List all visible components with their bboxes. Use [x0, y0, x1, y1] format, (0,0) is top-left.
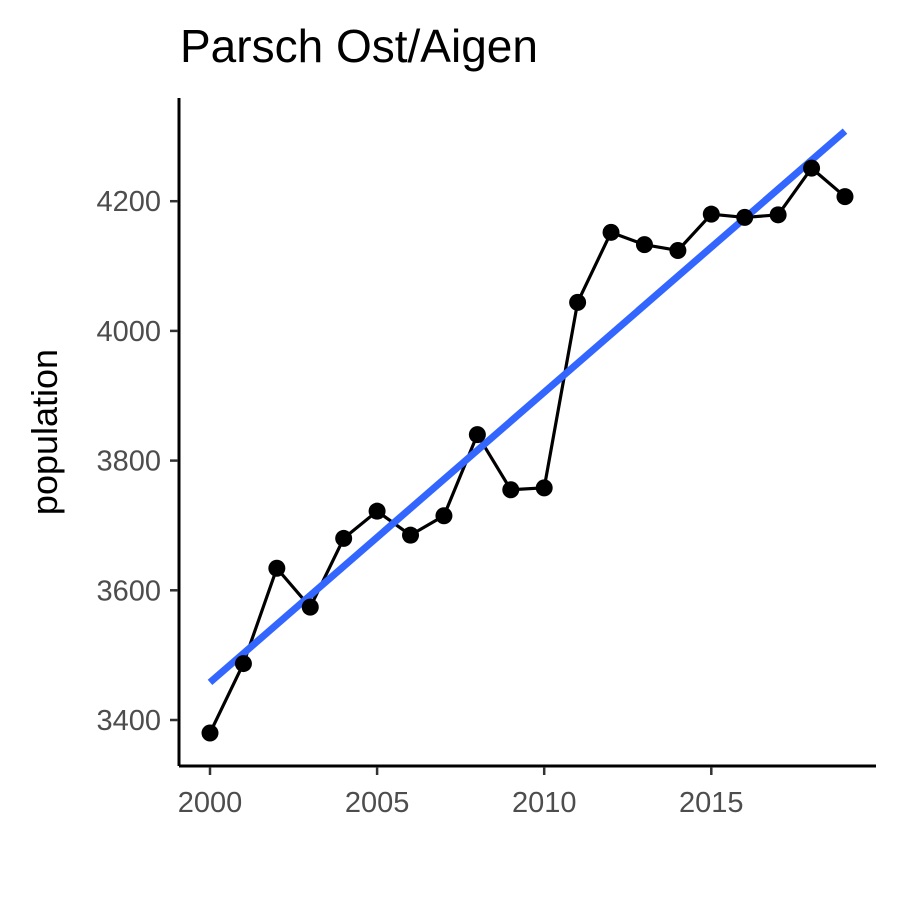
data-point [435, 507, 453, 525]
y-tick-label: 3600 [96, 575, 161, 607]
chart-title: Parsch Ost/Aigen [180, 20, 538, 72]
y-tick-label: 4200 [96, 186, 161, 218]
data-point [468, 426, 486, 444]
series-segment [208, 661, 246, 735]
data-point [602, 223, 620, 241]
data-point [635, 236, 653, 254]
x-tick-label: 2000 [178, 787, 243, 819]
data-point [335, 529, 353, 547]
y-tick-label: 4000 [96, 316, 161, 348]
series-segment [776, 166, 814, 217]
series-segment [308, 536, 346, 609]
data-point [368, 502, 386, 520]
data-point [268, 559, 286, 577]
plot-area [201, 128, 854, 742]
data-point [234, 655, 252, 673]
series-segment [442, 433, 479, 518]
x-axis-ticks: 2000 2005 2010 2015 [178, 767, 744, 819]
data-point [502, 481, 520, 499]
data-point [201, 724, 219, 742]
y-axis-ticks: 3400 3600 3800 4000 4200 [96, 186, 178, 737]
x-tick-label: 2015 [679, 787, 744, 819]
y-tick-label: 3400 [96, 705, 161, 737]
data-point [535, 479, 553, 497]
data-point [301, 598, 319, 616]
data-point [803, 159, 821, 177]
x-tick-label: 2010 [512, 787, 577, 819]
y-axis-title: population [24, 349, 65, 515]
x-tick-label: 2005 [345, 787, 410, 819]
data-point [769, 206, 787, 224]
data-point [402, 526, 420, 544]
series-segment [542, 300, 580, 490]
series-segment [576, 230, 613, 304]
y-tick-label: 3800 [96, 446, 161, 478]
data-point [736, 208, 754, 226]
data-point [702, 205, 720, 223]
data-point [669, 241, 687, 259]
data-point [569, 293, 587, 311]
data-point [836, 188, 854, 206]
